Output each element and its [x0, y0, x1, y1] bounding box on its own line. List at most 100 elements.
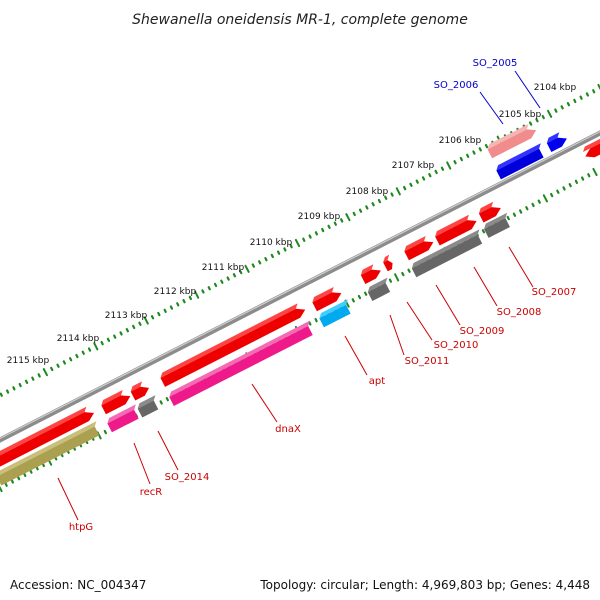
gene-so2008-inner-body [411, 234, 483, 278]
gene-recr-arrow-body [101, 395, 131, 415]
outer-major-tick [143, 316, 149, 325]
outer-minor-tick [132, 324, 136, 330]
inner-minor-tick [481, 229, 486, 234]
outer-minor-tick [56, 363, 60, 368]
leader-line-so_2007 [508, 246, 534, 288]
inner-minor-tick [562, 186, 566, 191]
outer-minor-tick [421, 176, 426, 181]
gene-right-edge-arrow-top-face [583, 135, 600, 153]
gene-so2008-arrow-top-face [435, 214, 469, 237]
outer-minor-tick [220, 279, 224, 284]
gene-right-edge-arrow [583, 135, 600, 158]
inner-minor-tick [537, 199, 541, 204]
gene-dnax-inner-body [169, 326, 313, 406]
inner-minor-tick [525, 206, 529, 211]
gene-so2006-inner-body [496, 148, 544, 180]
outer-minor-tick [207, 286, 211, 291]
outer-minor-tick [327, 224, 331, 229]
outer-minor-tick [75, 353, 79, 359]
outer-minor-tick [201, 289, 205, 294]
tick-label: 2105 kbp [499, 110, 542, 120]
outer-minor-tick [302, 237, 306, 242]
outer-major-tick [93, 342, 99, 351]
gene-label-so_2008: SO_2008 [497, 307, 542, 318]
outer-minor-tick [31, 376, 35, 381]
inner-minor-tick [308, 321, 312, 326]
tick-label: 2106 kbp [439, 136, 482, 146]
outer-minor-tick [333, 221, 337, 226]
outer-minor-tick [528, 121, 533, 126]
gene-so2011-arrow-top-face [360, 264, 374, 276]
gene-dnax-inner-top-face [169, 320, 310, 398]
outer-minor-tick [157, 311, 161, 317]
outer-minor-tick [365, 205, 369, 210]
outer-minor-tick [87, 347, 92, 352]
outer-minor-tick [453, 160, 457, 165]
inner-minor-tick [401, 271, 405, 277]
label-leader-lines [57, 70, 541, 521]
inner-minor-tick [357, 294, 362, 300]
inner-minor-tick [4, 482, 8, 487]
outer-minor-tick [390, 192, 394, 197]
outer-major-tick [395, 187, 401, 196]
gene-so2007-arrow-body [478, 207, 501, 223]
gene-label-so_2007: SO_2007 [532, 287, 577, 298]
outer-major-tick [345, 213, 351, 222]
outer-minor-tick [150, 315, 155, 320]
outer-minor-tick [289, 244, 293, 249]
outer-minor-tick [100, 340, 104, 346]
inner-major-tick [0, 485, 3, 493]
inner-minor-tick [587, 173, 591, 178]
backbone-line [0, 130, 600, 443]
inner-minor-tick [506, 215, 510, 221]
genome-backbone [0, 130, 600, 443]
gene-recr-arrow-top-face [101, 389, 123, 406]
gene-recr-inner-body [107, 409, 139, 433]
inner-minor-tick [103, 429, 108, 435]
outer-minor-tick [592, 89, 596, 94]
gene-so2011-inner-body [367, 282, 391, 302]
inner-minor-tick [568, 183, 572, 188]
gene-so2006-arrow [487, 123, 537, 159]
outer-minor-tick [377, 198, 382, 204]
outer-minor-tick [232, 273, 237, 278]
gene-label-so_2011: SO_2011 [405, 356, 450, 367]
gene-so2014-inner-top-face [137, 395, 156, 409]
gene-so2010-arrow [383, 254, 393, 272]
gene-so2009-arrow [404, 235, 434, 261]
gene-so2005-arrow [546, 132, 567, 153]
outer-minor-tick [371, 202, 375, 207]
gene-apt-arrow-body [312, 292, 342, 312]
inner-minor-tick [165, 397, 169, 402]
outer-minor-tick [182, 299, 186, 304]
gene-label-so_2009: SO_2009 [460, 326, 505, 337]
gene-labels: SO_2005 SO_2006 SO_2007 SO_2008 SO_2009 SO_20… [69, 58, 577, 533]
gene-dnax-arrow-body [160, 308, 306, 387]
outer-minor-tick [264, 257, 268, 262]
outer-minor-tick [573, 98, 577, 104]
outer-minor-tick [321, 227, 325, 233]
gene-so2006-arrow-body [487, 129, 537, 159]
leader-line-so_2009 [435, 284, 461, 326]
tick-label: 2108 kbp [346, 187, 389, 197]
inner-minor-tick [351, 298, 355, 303]
outer-minor-tick [340, 218, 344, 223]
inner-minor-tick [364, 291, 368, 296]
outer-minor-tick [50, 366, 54, 372]
gene-htpg-arrow [0, 406, 94, 468]
inner-major-tick [592, 167, 598, 177]
gene-so2005-arrow-body [546, 137, 567, 153]
inner-minor-tick [580, 176, 585, 181]
outer-minor-tick [270, 253, 274, 259]
outer-minor-tick [478, 147, 482, 152]
inner-minor-tick [531, 202, 535, 208]
inner-minor-tick [10, 479, 14, 484]
outer-minor-tick [403, 185, 407, 191]
gene-apt-arrow [312, 286, 342, 312]
outer-minor-tick [277, 250, 281, 255]
outer-minor-tick [0, 392, 3, 397]
leader-line-so_2008 [473, 266, 498, 307]
outer-minor-tick [585, 92, 590, 97]
